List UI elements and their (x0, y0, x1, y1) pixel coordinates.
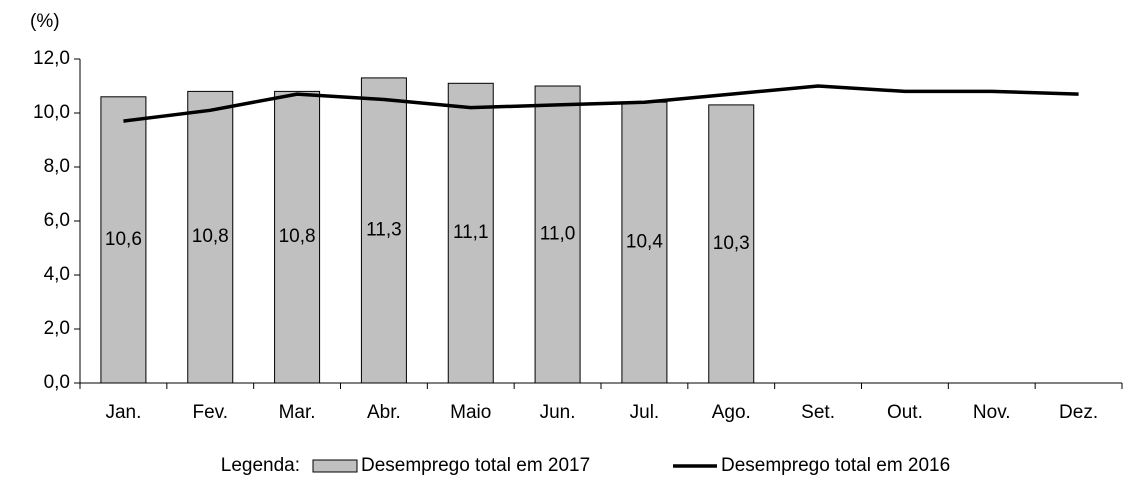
data-label: 10,6 (105, 229, 142, 250)
bar (708, 104, 755, 384)
bar (447, 82, 494, 384)
legend-label: Desemprego total em 2016 (721, 455, 950, 476)
y-tick-label: 4,0 (44, 264, 70, 285)
legend-label: Desemprego total em 2017 (361, 455, 590, 476)
x-tick-label: Fev. (192, 402, 228, 423)
y-tick-label: 2,0 (44, 318, 70, 339)
x-tick-label: Jan. (105, 402, 141, 423)
y-tick-label: 8,0 (44, 156, 70, 177)
data-label: 11,0 (540, 224, 576, 245)
x-tick-label: Dez. (1059, 402, 1098, 423)
data-label: 11,3 (366, 219, 402, 240)
line (123, 84, 1079, 123)
y-axis-label: (%) (30, 11, 60, 32)
x-tick-label: Jun. (540, 402, 576, 423)
x-tick-label: Abr. (367, 402, 401, 423)
data-label: 11,1 (453, 222, 489, 243)
x-tick-label: Jul. (630, 402, 660, 423)
data-label: 10,8 (192, 226, 229, 247)
x-tick-label: Maio (450, 402, 491, 423)
data-label: 10,3 (713, 233, 750, 254)
y-tick-label: 6,0 (44, 210, 70, 231)
bar (187, 90, 234, 384)
legend-swatch (312, 459, 358, 473)
x-tick-label: Set. (801, 402, 835, 423)
x-tick-label: Mar. (279, 402, 316, 423)
x-tick-label: Out. (887, 402, 923, 423)
data-label: 10,8 (279, 226, 316, 247)
bar (534, 85, 581, 384)
y-tick-label: 12,0 (33, 48, 70, 69)
y-tick-label: 0,0 (44, 372, 70, 393)
bar (360, 77, 407, 384)
y-tick-label: 10,0 (33, 102, 70, 123)
bar (100, 96, 147, 384)
x-tick-label: Ago. (712, 402, 751, 423)
data-label: 10,4 (626, 232, 663, 253)
bar (274, 90, 321, 384)
legend-title: Legenda: (221, 455, 300, 476)
x-tick-label: Nov. (973, 402, 1011, 423)
